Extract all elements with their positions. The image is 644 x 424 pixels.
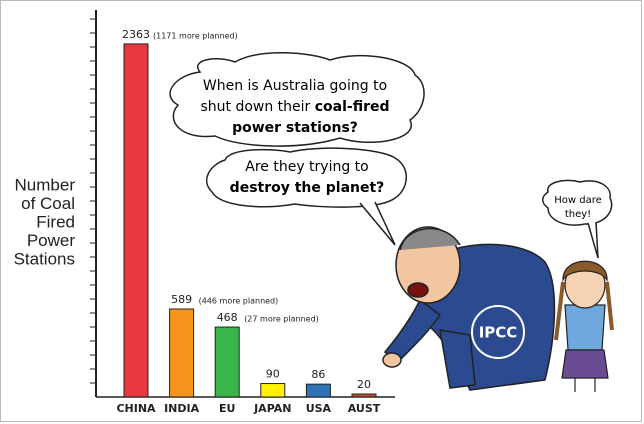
braid [605,281,614,331]
axis-ticks [90,18,96,384]
bar [123,43,149,398]
x-tick-label: JAPAN [253,402,291,415]
y-axis-label-line: Fired [36,212,75,231]
bubble-tail [587,221,599,259]
mouth [407,282,429,298]
bar [169,308,195,398]
value-label: 468 [217,311,238,324]
bubble-text: How dare [554,195,602,206]
bubble-text: When is Australia going to [203,78,387,94]
skirt [561,349,609,379]
x-tick-label: USA [306,402,332,415]
hand [382,352,402,368]
hair [399,228,461,251]
y-axis-label-line: of Coal [21,194,75,213]
speech-bubble [542,179,613,226]
y-axis-label-line: Stations [14,249,75,268]
x-tick-label: INDIA [164,402,200,415]
value-label: 20 [357,378,371,391]
bar [260,383,286,398]
bubble-text: they! [565,209,591,220]
value-note: (446 more planned) [199,296,279,305]
bubble-text-bold: destroy the planet? [230,180,385,196]
bars: 2363 (1171 more planned) 589 (446 more plan… [122,28,377,398]
shirt [564,304,606,351]
bubble-text: Are they trying to [245,159,368,175]
value-label: 2363 [122,28,150,41]
value-label: 589 [171,293,192,306]
y-axis-label-line: Number [15,175,76,194]
braid [554,281,565,341]
value-note: (27 more planned) [244,315,319,324]
y-axis-label-line: Power [27,231,76,250]
bubble-text: shut down their coal-fired [200,99,389,115]
bar [305,383,331,398]
hair [562,260,608,283]
bubble-text-bold: power stations? [232,120,358,136]
x-tick-label: AUST [348,402,381,415]
x-tick-label: EU [219,402,235,415]
value-label: 86 [311,368,325,381]
speech-bubble [169,52,425,147]
x-axis-labels: CHINA INDIA EU JAPAN USA AUST [116,402,380,415]
value-note: (1171 more planned) [153,31,238,40]
badge-text: IPCC [479,324,518,342]
bubble-text-bold: coal-fired [315,99,390,115]
value-label: 90 [266,368,280,381]
badge [471,305,525,359]
cartoon-man: IPCC [382,226,556,391]
bubble-text: shut down their [200,99,310,115]
x-tick-label: CHINA [116,402,156,415]
speech-bubble [206,147,407,208]
bar [351,393,377,398]
bubble-tail [359,201,396,246]
bar [214,326,240,398]
cartoon-girl [554,260,614,392]
leg [439,329,476,389]
